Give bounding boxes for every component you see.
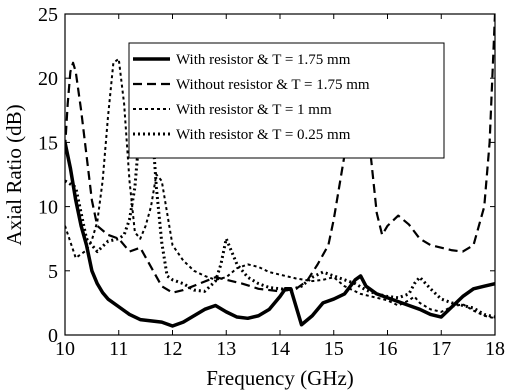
legend-label-4: With resistor & T = 0.25 mm	[176, 127, 351, 143]
series-line-1	[65, 142, 495, 328]
ticks-layer: 10 11 12 13 14 15 16 17 18 0 5 10 15 20 25	[38, 4, 505, 360]
x-axis-label: Frequency (GHz)	[206, 366, 354, 390]
legend-label-3: With resistor & T = 1 mm	[176, 102, 332, 118]
y-tick-label: 5	[48, 261, 58, 283]
legend-label-1: With resistor & T = 1.75 mm	[176, 52, 351, 68]
legend-box	[128, 42, 445, 159]
y-tick-label: 25	[38, 4, 58, 26]
x-tick-label: 17	[431, 338, 451, 360]
series-layer	[65, 14, 495, 328]
x-tick-label: 16	[378, 338, 398, 360]
legend: With resistor & T = 1.75 mm Without resi…	[128, 42, 445, 159]
series-line-3	[65, 57, 495, 320]
legend-label-2: Without resistor & T = 1.75 mm	[176, 77, 370, 93]
x-tick-label: 12	[163, 338, 183, 360]
x-tick-label: 11	[109, 338, 128, 360]
x-tick-label: 18	[485, 338, 505, 360]
x-tick-label: 13	[216, 338, 236, 360]
x-tick-label: 10	[55, 338, 75, 360]
y-axis-label: Axial Ratio (dB)	[2, 104, 26, 245]
y-tick-label: 20	[38, 68, 58, 90]
x-tick-label: 15	[324, 338, 344, 360]
y-tick-label: 0	[48, 325, 58, 347]
x-tick-label: 14	[270, 338, 290, 360]
series-line-4	[65, 70, 495, 319]
y-tick-label: 15	[38, 132, 58, 154]
y-tick-label: 10	[38, 197, 58, 219]
